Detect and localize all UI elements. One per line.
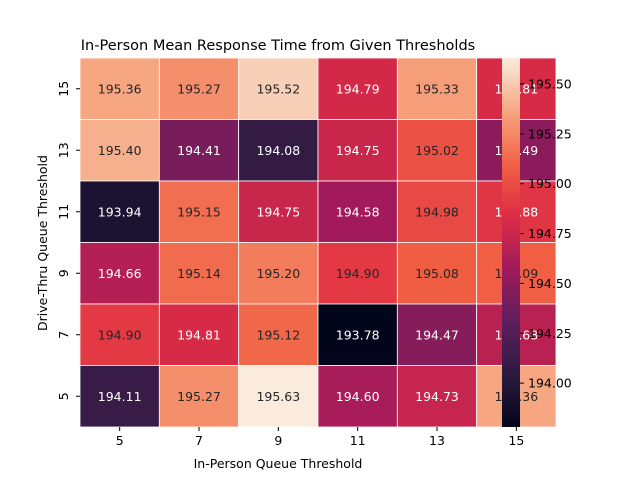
- y-tick-label: 5: [56, 392, 71, 400]
- colorbar-tick-label: 195.00: [528, 176, 572, 191]
- heatmap-cell: [79, 119, 160, 182]
- colorbar-tick-label: 195.50: [528, 76, 572, 91]
- heatmap-cell: [396, 119, 478, 182]
- y-tick-label: 15: [56, 81, 71, 97]
- cell-value-label: 195.02: [415, 143, 459, 158]
- cell-value-label: 194.81: [177, 327, 221, 342]
- cell-value-label: 195.40: [98, 143, 142, 158]
- cell-value-label: 194.75: [256, 204, 300, 219]
- x-tick-label: 9: [274, 433, 282, 448]
- heatmap-cell: [238, 119, 319, 182]
- heatmap-cell: [158, 242, 240, 305]
- x-tick-label: 7: [195, 433, 203, 448]
- x-tick-label: 5: [116, 433, 124, 448]
- cell-value-label: 194.66: [98, 266, 142, 281]
- y-tick-label: 11: [56, 204, 71, 220]
- heatmap-cells: 195.36 195.27 195.52 194.79 195.33 194.81 195.…: [79, 57, 557, 428]
- heatmap-cell: [158, 57, 240, 120]
- cell-value-label: 194.90: [98, 327, 142, 342]
- cell-value-label: 195.15: [177, 204, 221, 219]
- heatmap-cell: [396, 57, 478, 120]
- cell-value-label: 195.27: [177, 81, 221, 96]
- heatmap-cell: [79, 303, 160, 366]
- y-tick-label: 9: [56, 269, 71, 277]
- cell-value-label: 194.79: [336, 81, 380, 96]
- cell-value-label: 194.98: [415, 204, 459, 219]
- heatmap-cell: [317, 242, 398, 305]
- heatmap-cell: [396, 365, 478, 428]
- cell-value-label: 193.78: [336, 327, 380, 342]
- heatmap-cell: [238, 365, 319, 428]
- y-axis-ticks: 15 13 11 9 7 5: [56, 81, 80, 400]
- heatmap-cell: [317, 365, 398, 428]
- cell-value-label: 195.12: [256, 327, 300, 342]
- cell-value-label: 195.08: [415, 266, 459, 281]
- cell-value-label: 195.52: [256, 81, 300, 96]
- heatmap-cell: [158, 119, 240, 182]
- cell-value-label: 194.41: [177, 143, 221, 158]
- y-axis-label: Drive-Thru Queue Threshold: [35, 155, 50, 331]
- cell-value-label: 194.75: [336, 143, 380, 158]
- heatmap-cell: [317, 57, 398, 120]
- cell-value-label: 195.36: [98, 81, 142, 96]
- colorbar-tick-label: 194.00: [528, 376, 572, 391]
- cell-value-label: 194.11: [98, 389, 142, 404]
- heatmap-cell: [238, 242, 319, 305]
- cell-value-label: 195.27: [177, 389, 221, 404]
- colorbar: [502, 58, 520, 427]
- heatmap-cell: [158, 180, 240, 243]
- cell-value-label: 194.58: [336, 204, 380, 219]
- cell-value-label: 194.47: [415, 327, 459, 342]
- colorbar-tick-label: 194.25: [528, 326, 572, 341]
- y-tick-label: 13: [56, 142, 71, 158]
- heatmap-cell: [79, 180, 160, 243]
- cell-value-label: 195.14: [177, 266, 221, 281]
- cell-value-label: 194.60: [336, 389, 380, 404]
- heatmap-cell: [238, 57, 319, 120]
- y-tick-label: 7: [56, 331, 71, 339]
- colorbar-tick-label: 194.75: [528, 226, 572, 241]
- cell-value-label: 195.33: [415, 81, 459, 96]
- cell-value-label: 194.08: [256, 143, 300, 158]
- cell-value-label: 195.20: [256, 266, 300, 281]
- cell-value-label: 195.63: [256, 389, 300, 404]
- x-tick-label: 11: [350, 433, 366, 448]
- chart-title: In-Person Mean Response Time from Given …: [81, 38, 475, 54]
- heatmap-cell: [79, 57, 160, 120]
- x-tick-label: 13: [429, 433, 445, 448]
- heatmap-cell: [317, 180, 398, 243]
- x-axis-ticks: 5 7 9 11 13 15: [116, 427, 524, 448]
- x-tick-label: 15: [508, 433, 524, 448]
- heatmap-cell: [79, 242, 160, 305]
- x-axis-label: In-Person Queue Threshold: [194, 456, 363, 471]
- colorbar-tick-label: 195.25: [528, 126, 572, 141]
- heatmap-cell: [79, 365, 160, 428]
- cell-value-label: 194.90: [336, 266, 380, 281]
- heatmap-cell: [317, 303, 398, 366]
- cell-value-label: 193.94: [98, 204, 142, 219]
- colorbar-tick-label: 194.50: [528, 276, 572, 291]
- cell-value-label: 194.73: [415, 389, 459, 404]
- colorbar-ticks: 194.00 194.25 194.50 194.75 195.00 195.25 195.…: [520, 76, 572, 391]
